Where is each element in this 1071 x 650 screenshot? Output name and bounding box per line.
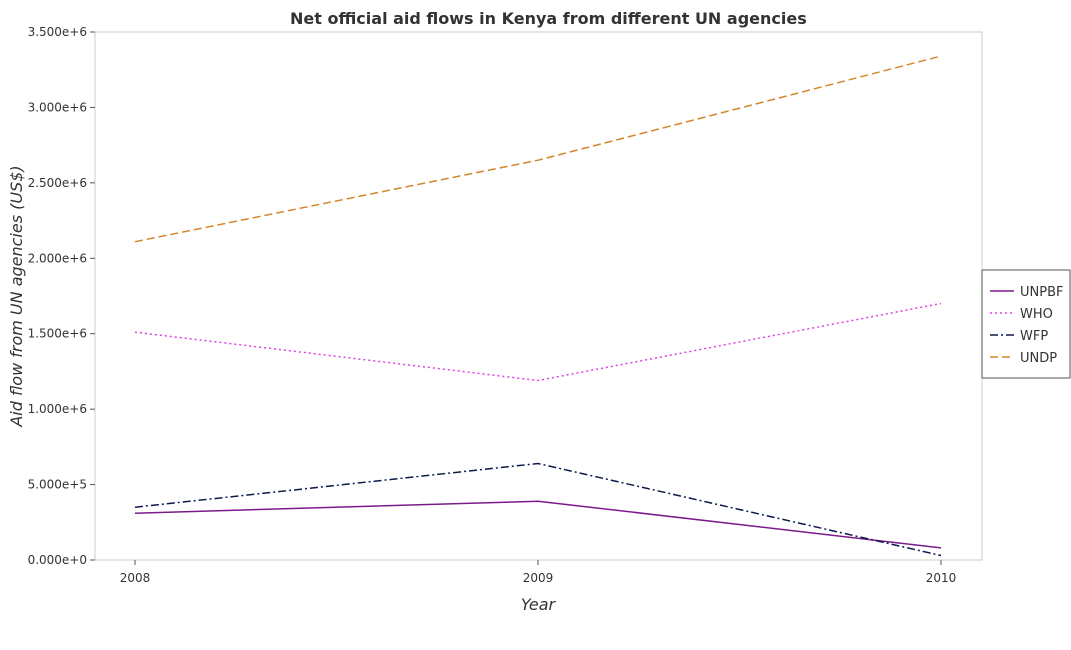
legend: UNPBF WHO WFP UNDP — [981, 269, 1071, 379]
legend-label-wfp: WFP — [1020, 329, 1048, 344]
x-axis-title: Year — [521, 595, 557, 614]
x-tick-label: 2009 — [523, 571, 554, 585]
x-tick-label: 2010 — [926, 571, 957, 585]
y-tick-label: 1.000e+6 — [28, 402, 87, 416]
series-line-who — [134, 302, 942, 382]
y-tick-label: 2.500e+6 — [28, 176, 87, 190]
y-tick-label: 5.000e+5 — [28, 478, 87, 492]
plot-area — [94, 31, 983, 561]
x-axis: 2008 2009 2010 — [120, 560, 957, 585]
y-axis: 0.000e+0 5.000e+5 1.000e+6 1.500e+6 2.000e+6… — [28, 25, 95, 567]
y-tick-label: 3.000e+6 — [28, 100, 87, 114]
series-line-wfp — [134, 462, 942, 557]
legend-label-who: WHO — [1020, 307, 1053, 322]
legend-box — [981, 269, 1071, 379]
series-line-undp — [134, 55, 942, 243]
legend-label-undp: UNDP — [1020, 351, 1057, 366]
y-tick-label: 3.500e+6 — [28, 25, 87, 39]
chart-title: Net official aid flows in Kenya from dif… — [290, 9, 807, 28]
y-axis-title: Aid flow from UN agencies (US$) — [7, 165, 26, 427]
y-tick-label: 0.000e+0 — [28, 553, 87, 567]
series-lines — [134, 55, 942, 557]
series-line-unpbf — [134, 500, 942, 549]
y-tick-label: 1.500e+6 — [28, 327, 87, 341]
legend-label-unpbf: UNPBF — [1020, 285, 1063, 300]
y-tick-label: 2.000e+6 — [28, 251, 87, 265]
x-tick-label: 2008 — [120, 571, 151, 585]
